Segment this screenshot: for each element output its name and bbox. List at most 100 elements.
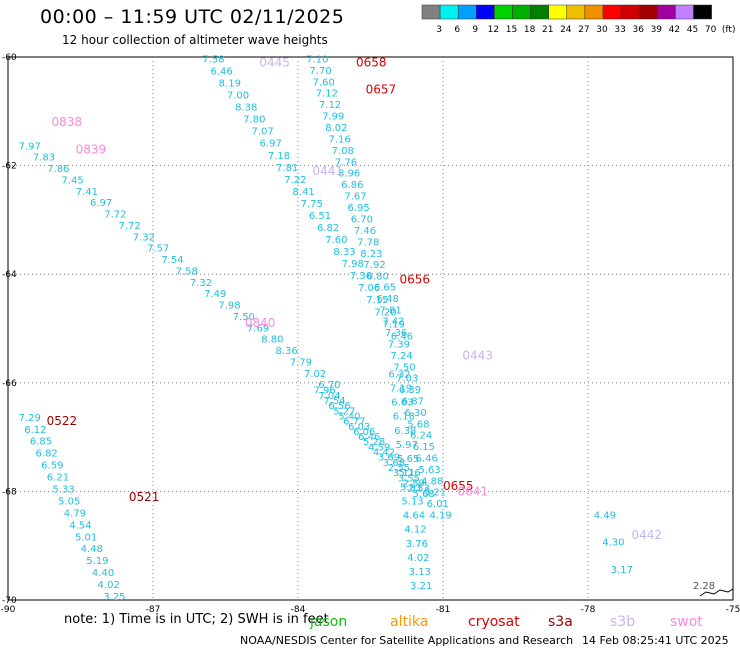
- swh-value: 7.98: [218, 301, 240, 312]
- swh-value: 3.21: [410, 581, 432, 592]
- x-tick-label: -87: [146, 605, 161, 612]
- swh-value: 6.18: [393, 412, 415, 423]
- colorbar-label: 27: [578, 25, 589, 35]
- colorbar-label: 15: [506, 25, 517, 35]
- pass-label: 0445: [259, 55, 290, 69]
- swh-value: 7.08: [332, 146, 354, 157]
- legend-altika: altika: [390, 614, 429, 630]
- swh-value: 7.29: [19, 413, 41, 424]
- swh-value: 7.92: [363, 260, 385, 271]
- swh-value: 7.19: [383, 319, 405, 330]
- colorbar-label: 36: [632, 25, 644, 35]
- swh-value: 8.23: [360, 249, 382, 260]
- swh-value: 4.79: [64, 508, 86, 519]
- swh-value: 6.51: [309, 211, 331, 222]
- swh-value: 3.68: [383, 458, 405, 469]
- swh-value: 6.46: [358, 432, 380, 443]
- plot-area: -90 -87 -84 -81 -78 -75 -60 -62 -64 -66 -68 -70 7.58…: [1, 53, 740, 612]
- legend-cryosat: cryosat: [468, 614, 520, 630]
- swh-value: 7.41: [76, 187, 98, 198]
- x-tick-label: -90: [1, 605, 16, 612]
- swh-value: 3.11: [393, 468, 415, 479]
- colorbar-label: 70: [705, 25, 717, 35]
- footer-note: note: 1) Time is in UTC; 2) SWH is in fe…: [64, 612, 329, 627]
- y-tick-label: -70: [2, 596, 17, 606]
- swh-value: 8.38: [235, 103, 257, 114]
- swh-value: 7.50: [393, 362, 415, 373]
- swh-value: 6.80: [367, 272, 389, 283]
- swh-value: 8.33: [333, 247, 355, 258]
- swh-value: 4.30: [602, 538, 624, 549]
- swh-value: 7.19: [390, 383, 412, 394]
- swh-value: 8.80: [261, 335, 283, 346]
- swh-value: 5.91: [400, 482, 422, 493]
- swh-value: 4.49: [594, 511, 616, 522]
- swh-value: 3.69: [378, 453, 400, 464]
- swh-value: 7.39: [388, 340, 410, 351]
- swh-value: 6.46: [416, 454, 438, 465]
- swh-value: 4.02: [98, 580, 120, 591]
- swh-value: 7.24: [391, 351, 413, 362]
- footer-credit: NOAA/NESDIS Center for Satellite Applica…: [240, 634, 574, 647]
- swh-value: 5.28: [363, 437, 385, 448]
- chart-title: 00:00 – 11:59 UTC 02/11/2025: [40, 6, 345, 28]
- swh-value: 6.70: [351, 214, 373, 225]
- swh-value: 4.02: [407, 553, 429, 564]
- swh-value: 6.86: [341, 180, 363, 191]
- swh-value: 4.40: [92, 568, 114, 579]
- legend-s3b: s3b: [610, 614, 636, 630]
- swh-value: 3.13: [409, 567, 431, 578]
- swh-value: 7.03: [396, 374, 418, 385]
- swh-value: 7.83: [33, 153, 55, 164]
- swh-value: 5.27: [333, 406, 355, 417]
- swh-value: 5.40: [338, 411, 360, 422]
- swh-value: 8.02: [325, 123, 347, 134]
- swh-value: 7.16: [328, 134, 350, 145]
- swh-value: 7.54: [161, 255, 183, 266]
- swh-value: 7.76: [335, 157, 357, 168]
- swh-value: 4.19: [429, 511, 451, 522]
- swh-value: 7.70: [309, 66, 331, 77]
- pass-label: 0658: [356, 55, 387, 69]
- pass-label: 0641: [458, 484, 489, 498]
- swh-value: 6.65: [374, 282, 396, 293]
- swh-value: 7.81: [276, 163, 298, 174]
- swh-value: 4.54: [69, 520, 91, 531]
- swh-value: 2.53: [408, 484, 430, 495]
- swh-value: 4.59: [368, 442, 390, 453]
- pass-label: 0655: [443, 479, 474, 493]
- swh-value: 6.24: [410, 431, 432, 442]
- swh-value: 6.03: [348, 422, 370, 433]
- swh-value: 6.30: [404, 408, 426, 419]
- swh-value: 7.78: [357, 237, 379, 248]
- swh-value: 6.12: [24, 425, 46, 436]
- legend-s3a: s3a: [548, 614, 573, 630]
- swh-value: 4.12: [404, 525, 426, 536]
- swh-value: 7.96: [313, 386, 335, 397]
- swh-value: 6.82: [36, 449, 58, 460]
- swh-value: 7.57: [147, 244, 169, 255]
- colorbar: 3 6 9 12 15 18 21 24 27 30 33 36 39 42 45 70 (ft): [421, 4, 735, 35]
- swh-value: 7.67: [344, 192, 366, 203]
- swh-value: 7.07: [251, 127, 273, 138]
- swh-value: 5.21: [424, 488, 446, 499]
- swh-value: 7.10: [306, 54, 328, 65]
- pass-label: 0522: [47, 414, 78, 428]
- swh-value: 7.60: [325, 235, 347, 246]
- swh-value: 2.28: [693, 581, 715, 592]
- swh-value: 3.17: [611, 565, 633, 576]
- swh-value: 7.32: [133, 232, 155, 243]
- y-tick-label: -62: [2, 162, 17, 172]
- swh-value: 5.13: [401, 496, 423, 507]
- swh-value: 6.32: [388, 369, 410, 380]
- swh-value: 2.55: [388, 463, 410, 474]
- y-tick-label: -60: [2, 53, 17, 63]
- swh-value: 6.59: [41, 461, 63, 472]
- swh-value: 7.12: [319, 100, 341, 111]
- colorbar-label: 3: [436, 25, 442, 35]
- x-tick-label: -81: [436, 605, 451, 612]
- swh-value: 4.64: [403, 511, 425, 522]
- swh-value: 7.99: [322, 112, 344, 123]
- swh-value: 7.32: [190, 278, 212, 289]
- swh-value: 7.46: [354, 226, 376, 237]
